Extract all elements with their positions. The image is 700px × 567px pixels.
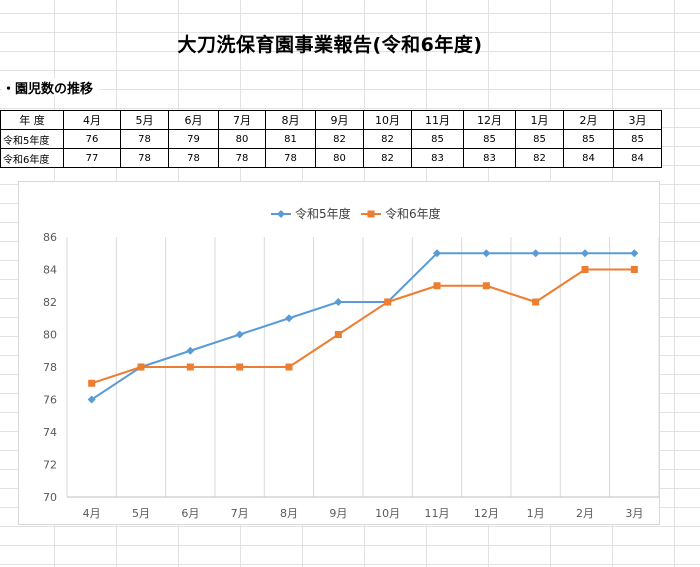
data-point-series-2 [137,363,145,371]
table-month-header: 9月 [315,110,364,130]
legend-marker [367,210,375,218]
data-point-series-2 [334,331,342,338]
y-tick-label: 84 [43,264,57,277]
x-tick-label: 8月 [280,507,298,520]
data-point-series-2 [532,298,540,306]
table-cell: 83 [463,148,516,168]
y-tick-label: 70 [43,491,57,504]
table-row-label: 令和5年度 [0,129,64,149]
data-point-series-1 [285,314,293,323]
data-point-series-1 [531,249,540,258]
data-point-series-1 [482,249,491,258]
table-cell: 77 [63,148,121,168]
table-cell: 80 [315,148,364,168]
data-point-series-1 [433,249,441,258]
y-tick-label: 82 [43,296,57,309]
data-point-series-2 [186,363,194,371]
data-point-series-2 [433,282,441,290]
x-tick-label: 2月 [576,507,594,520]
table-cell: 76 [63,129,121,149]
table-cell: 82 [363,129,412,149]
table-cell: 78 [120,148,169,168]
table-cell: 82 [515,148,564,168]
y-tick-label: 76 [43,394,57,407]
table-month-header: 3月 [613,110,662,130]
table-corner-cell: 年 度 [0,110,64,130]
y-tick-label: 86 [43,231,57,244]
page-title: 大刀洗保育園事業報告(令和6年度) [177,34,483,56]
table-cell: 85 [515,129,564,149]
data-point-series-2 [482,282,490,290]
data-point-series-2 [285,363,293,371]
table-month-header: 2月 [563,110,614,130]
table-month-header: 8月 [265,110,316,130]
table-cell: 80 [218,129,266,149]
table-cell: 82 [315,129,364,149]
table-header-row: 年 度 4月 5月 6月 7月 8月 9月 10月 11月 12月 1月 2月 3月 [0,110,662,130]
data-point-series-1 [235,330,244,339]
table-row: 令和6年度 77 78 78 78 78 80 82 83 83 82 84 84 [0,148,662,168]
data-table: 年 度 4月 5月 6月 7月 8月 9月 10月 11月 12月 1月 2月 3月 令和5年度 76 7… [0,110,662,168]
table-cell: 85 [563,129,614,149]
x-tick-label: 5月 [132,507,150,520]
y-tick-label: 80 [43,329,57,342]
table-cell: 78 [265,148,316,168]
table-cell: 84 [563,148,614,168]
table-cell: 78 [218,148,266,168]
table-cell: 85 [411,129,464,149]
section-label: ・園児数の推移 [2,78,100,97]
legend-label: 令和5年度 [295,206,351,221]
table-row: 令和5年度 76 78 79 80 81 82 82 85 85 85 85 85 [0,129,662,149]
x-tick-label: 10月 [375,507,400,520]
data-point-series-1 [87,395,96,404]
data-point-series-1 [581,249,589,258]
table-cell: 82 [363,148,412,168]
table-month-header: 7月 [218,110,266,130]
table-cell: 78 [120,129,169,149]
x-tick-label: 4月 [83,507,101,520]
data-point-series-2 [384,298,392,306]
chart-canvas: 70 72 74 76 78 80 82 84 86 4月 5月 6月 7月 8月 9月 10月 11月 12月 1… [43,206,660,520]
table-month-header: 6月 [168,110,219,130]
table-cell: 79 [168,129,219,149]
x-tick-label: 6月 [181,507,199,520]
table-month-header: 11月 [411,110,464,130]
data-point-series-2 [630,266,638,273]
data-point-series-2 [581,266,589,273]
table-cell: 85 [463,129,516,149]
data-point-series-1 [334,298,343,306]
table-cell: 84 [613,148,662,168]
legend-label: 令和6年度 [385,206,441,221]
table-cell: 78 [168,148,219,168]
table-month-header: 12月 [463,110,516,130]
series-line-1 [91,252,635,401]
x-tick-label: 12月 [474,507,499,520]
line-chart: 70 72 74 76 78 80 82 84 86 4月 5月 6月 7月 8月 9月 10月 11月 12月 1… [18,181,660,525]
table-cell: 85 [613,129,662,149]
table-month-header: 4月 [63,110,121,130]
data-point-series-1 [186,346,195,355]
y-tick-label: 74 [43,426,57,439]
table-month-header: 5月 [120,110,169,130]
data-point-series-1 [630,249,639,258]
legend-marker [277,210,285,218]
x-tick-label: 11月 [425,507,450,520]
x-tick-label: 9月 [329,507,347,520]
data-point-series-2 [88,379,96,387]
table-row-label: 令和6年度 [0,148,64,168]
x-tick-label: 1月 [527,507,545,520]
table-cell: 81 [265,129,316,149]
table-cell: 83 [411,148,464,168]
series-line-2 [91,268,635,385]
x-tick-label: 7月 [231,507,249,520]
y-tick-label: 78 [43,361,57,374]
x-tick-label: 3月 [625,507,643,520]
data-point-series-2 [236,363,244,371]
y-tick-label: 72 [43,459,57,472]
table-month-header: 1月 [515,110,564,130]
table-month-header: 10月 [363,110,412,130]
